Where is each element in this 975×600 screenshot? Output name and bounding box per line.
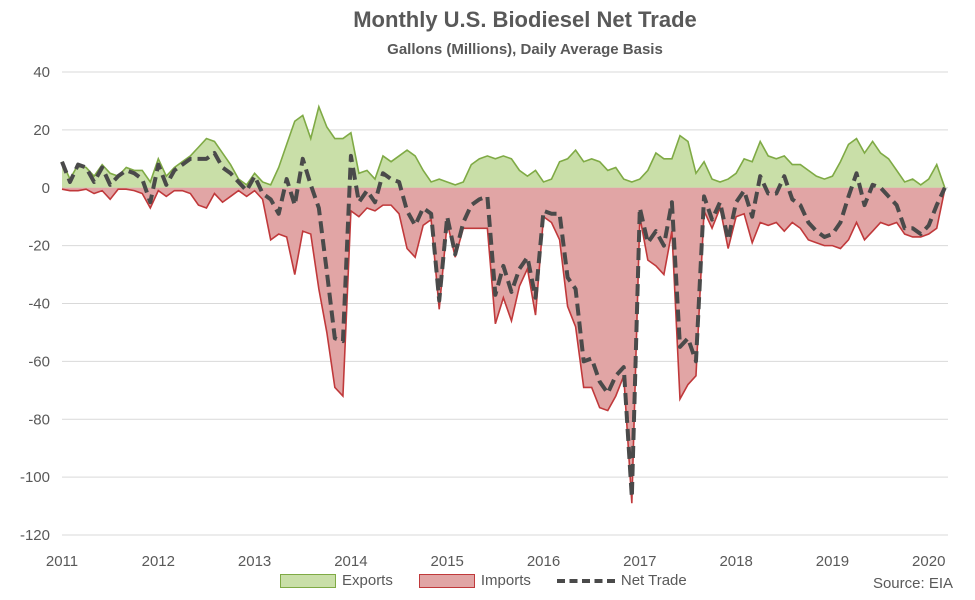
legend-label-net-trade: Net Trade — [620, 572, 687, 589]
series-areas — [62, 106, 945, 504]
y-tick-label: 40 — [33, 64, 50, 81]
y-tick-label: -80 — [28, 411, 50, 428]
legend-swatch-exports — [280, 573, 336, 588]
series-lines — [60, 104, 947, 504]
legend-item-net-trade: Net Trade — [556, 572, 687, 589]
y-axis-ticks: 40 20 0 -20 -40 -60 -80 -100 -120 — [20, 64, 50, 544]
chart-subtitle: Gallons (Millions), Daily Average Basis — [387, 41, 663, 58]
x-tick-label: 2015 — [431, 553, 464, 570]
imports-area — [62, 187, 945, 504]
x-tick-label: 2019 — [816, 553, 849, 570]
y-tick-label: -60 — [28, 353, 50, 370]
x-tick-label: 2017 — [623, 553, 656, 570]
y-tick-label: 0 — [42, 180, 50, 197]
source-note: Source: EIA — [872, 575, 953, 592]
exports-line — [61, 104, 946, 189]
grid-lines — [62, 71, 948, 536]
x-tick-label: 2011 — [46, 553, 78, 570]
legend-item-imports: Imports — [418, 572, 531, 589]
net-trade-line — [60, 151, 947, 500]
x-tick-label: 2020 — [912, 553, 945, 570]
x-tick-label: 2018 — [719, 553, 752, 570]
legend-item-exports: Exports — [280, 572, 393, 589]
x-axis-ticks: 2011 2012 2013 2014 2015 2016 2017 2018 2019 2020 — [46, 553, 946, 570]
y-tick-label: -120 — [20, 527, 50, 544]
legend-label-imports: Imports — [480, 572, 531, 589]
y-tick-label: 20 — [33, 122, 50, 139]
legend-label-exports: Exports — [342, 572, 393, 589]
legend: Exports Imports Net Trade — [280, 572, 713, 589]
legend-swatch-imports — [418, 573, 475, 588]
x-tick-label: 2013 — [238, 553, 271, 570]
chart-title: Monthly U.S. Biodiesel Net Trade — [353, 7, 697, 32]
x-tick-label: 2012 — [142, 553, 175, 570]
imports-line — [61, 188, 946, 504]
exports-area — [62, 106, 945, 188]
x-tick-label: 2014 — [334, 553, 367, 570]
x-tick-label: 2016 — [527, 553, 560, 570]
y-tick-label: -100 — [20, 469, 50, 486]
y-tick-label: -20 — [28, 238, 50, 255]
legend-swatch-net-trade — [556, 574, 615, 588]
y-tick-label: -40 — [28, 296, 50, 313]
